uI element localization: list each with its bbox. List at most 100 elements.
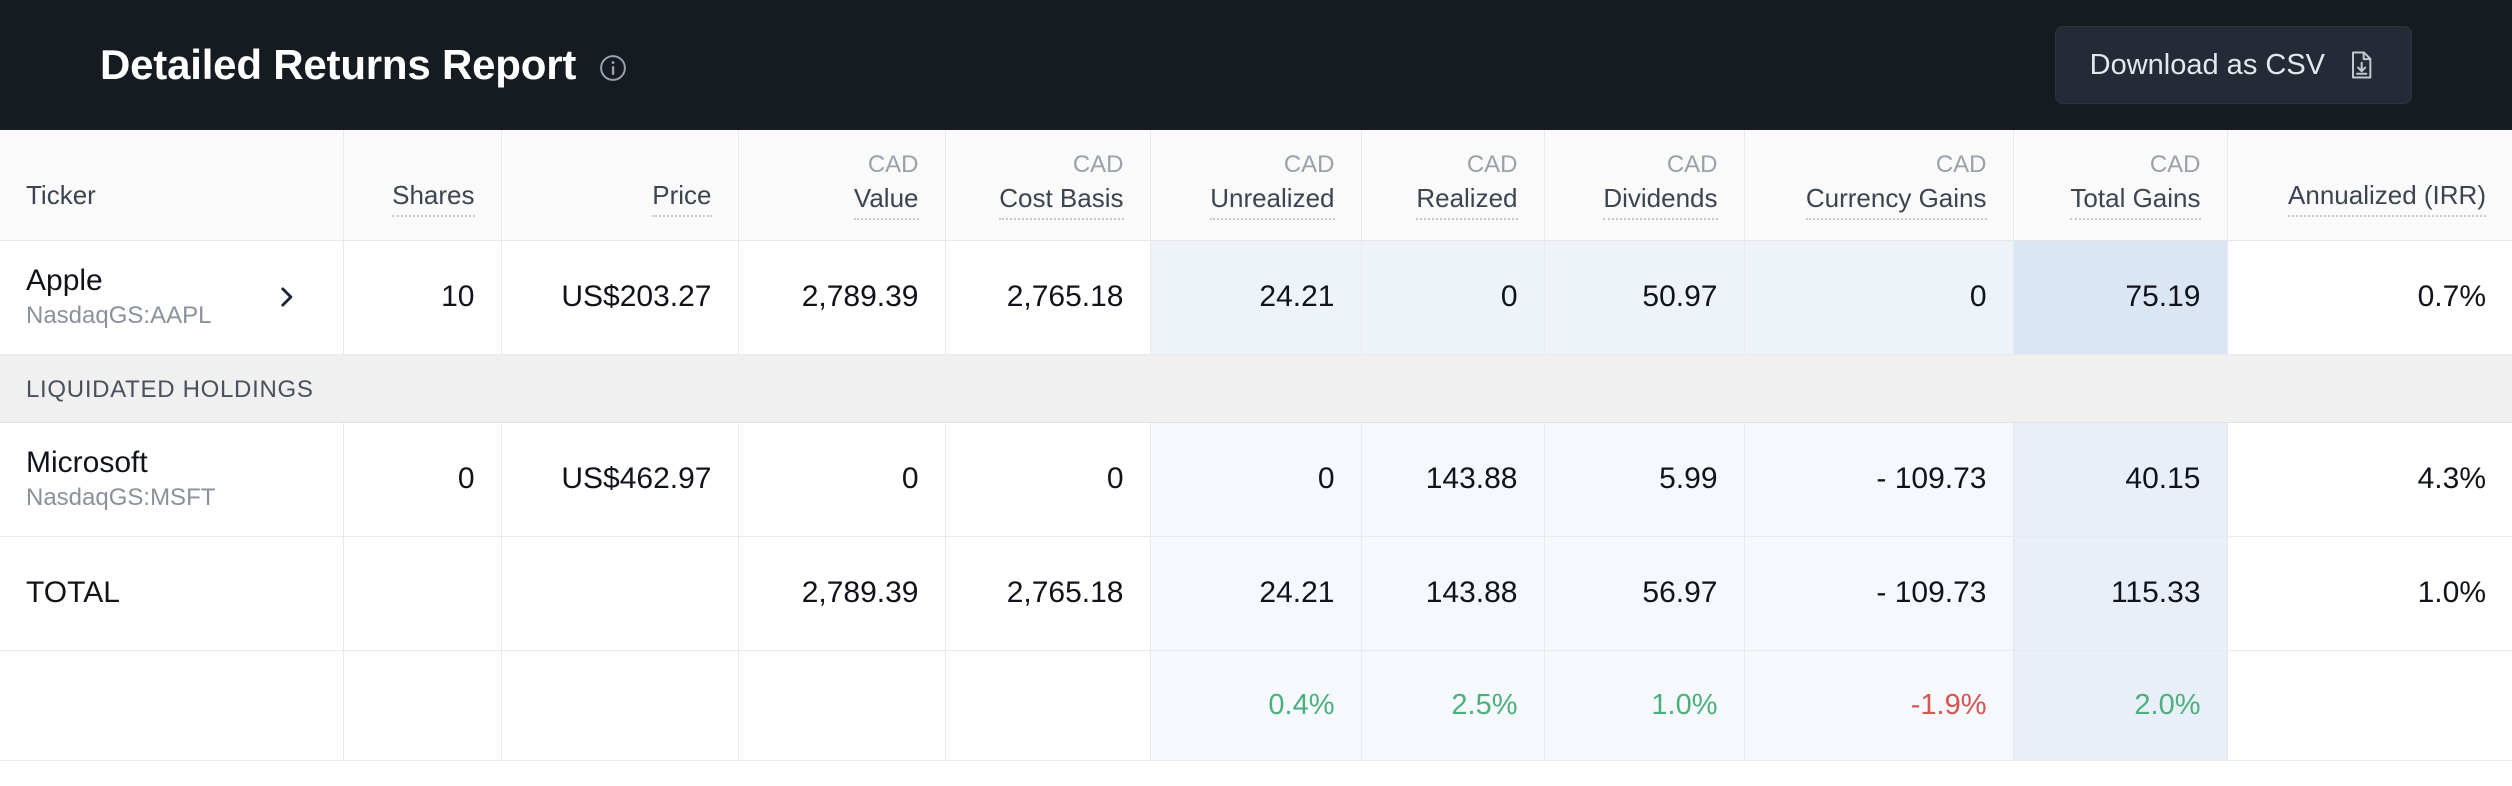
page-title: Detailed Returns Report — [100, 41, 577, 88]
col-label-value: Value — [853, 183, 919, 220]
cell-shares: 0 — [343, 422, 502, 537]
cell-pct-cost-basis — [945, 650, 1151, 761]
col-label-cost-basis: Cost Basis — [999, 183, 1124, 220]
col-label-price: Price — [652, 180, 712, 217]
section-label: LIQUIDATED HOLDINGS — [26, 376, 314, 403]
col-currency-currency-gains: CAD — [1935, 150, 1987, 178]
col-currency-unrealized: CAD — [1283, 150, 1335, 178]
header-row: Ticker Shares Price CAD Value CAD Cost B… — [0, 130, 2512, 241]
col-header-dividends[interactable]: CAD Dividends — [1544, 130, 1745, 241]
col-header-unrealized[interactable]: CAD Unrealized — [1150, 130, 1362, 241]
section-divider-row: LIQUIDATED HOLDINGS — [0, 354, 2512, 423]
table-row[interactable]: Microsoft NasdaqGS:MSFT 0 US$462.97 0 0 … — [0, 422, 2512, 537]
cell-total-annualized: 1.0% — [2227, 536, 2512, 651]
table-row[interactable]: Apple NasdaqGS:AAPL 10 US$203.27 2,789.3… — [0, 240, 2512, 355]
total-label: TOTAL — [26, 576, 120, 609]
cell-unrealized: 24.21 — [1150, 240, 1362, 355]
cell-total-price — [501, 536, 739, 651]
total-row: TOTAL 2,789.39 2,765.18 24.21 143.88 56.… — [0, 536, 2512, 651]
cell-total-value: 2,789.39 — [738, 536, 946, 651]
cell-dividends: 50.97 — [1544, 240, 1745, 355]
cell-pct-value — [738, 650, 946, 761]
cell-pct-unrealized: 0.4% — [1150, 650, 1362, 761]
cell-annualized: 4.3% — [2227, 422, 2512, 537]
cell-pct-realized: 2.5% — [1361, 650, 1545, 761]
col-header-ticker[interactable]: Ticker — [0, 130, 344, 241]
cell-realized: 143.88 — [1361, 422, 1545, 537]
cell-ticker[interactable]: Microsoft NasdaqGS:MSFT — [0, 422, 344, 537]
cell-pct-currency-gains: -1.9% — [1744, 650, 2014, 761]
chevron-right-icon[interactable] — [273, 284, 299, 310]
holding-symbol: NasdaqGS:MSFT — [26, 484, 216, 512]
currency-spacer — [2254, 153, 2487, 180]
col-header-realized[interactable]: CAD Realized — [1361, 130, 1545, 241]
cell-pct-dividends: 1.0% — [1544, 650, 1745, 761]
cell-annualized: 0.7% — [2227, 240, 2512, 355]
col-header-shares[interactable]: Shares — [343, 130, 502, 241]
col-label-shares: Shares — [392, 180, 475, 217]
col-header-price[interactable]: Price — [501, 130, 739, 241]
cell-pct-total-gains: 2.0% — [2013, 650, 2228, 761]
file-download-icon — [2345, 49, 2377, 81]
cell-total-currency-gains: - 109.73 — [1744, 536, 2014, 651]
currency-spacer — [26, 153, 317, 180]
cell-ticker[interactable]: Apple NasdaqGS:AAPL — [0, 240, 344, 355]
col-header-value[interactable]: CAD Value — [738, 130, 946, 241]
cell-currency-gains: 0 — [1744, 240, 2014, 355]
cell-shares: 10 — [343, 240, 502, 355]
col-label-annualized: Annualized (IRR) — [2288, 180, 2486, 217]
cell-total-gains: 40.15 — [2013, 422, 2228, 537]
col-currency-total-gains: CAD — [2149, 150, 2201, 178]
currency-spacer — [528, 153, 712, 180]
col-label-unrealized: Unrealized — [1210, 183, 1335, 220]
holding-symbol: NasdaqGS:AAPL — [26, 302, 212, 330]
cell-total-dividends: 56.97 — [1544, 536, 1745, 651]
col-currency-dividends: CAD — [1666, 150, 1718, 178]
col-currency-value: CAD — [867, 150, 919, 178]
col-header-annualized[interactable]: Annualized (IRR) — [2227, 130, 2512, 241]
cell-currency-gains: - 109.73 — [1744, 422, 2014, 537]
col-label-currency-gains: Currency Gains — [1805, 183, 1987, 220]
cell-dividends: 5.99 — [1544, 422, 1745, 537]
col-header-total-gains[interactable]: CAD Total Gains — [2013, 130, 2228, 241]
returns-table: Ticker Shares Price CAD Value CAD Cost B… — [0, 130, 2512, 761]
col-label-total-gains: Total Gains — [2070, 183, 2201, 220]
col-header-cost-basis[interactable]: CAD Cost Basis — [945, 130, 1151, 241]
currency-spacer — [370, 153, 475, 180]
cell-value: 2,789.39 — [738, 240, 946, 355]
cell-pct-annualized — [2227, 650, 2512, 761]
holding-name: Apple — [26, 264, 103, 298]
cell-total-cost-basis: 2,765.18 — [945, 536, 1151, 651]
info-icon[interactable] — [598, 53, 628, 83]
table-header: Ticker Shares Price CAD Value CAD Cost B… — [0, 130, 2512, 241]
col-label-realized: Realized — [1416, 183, 1518, 220]
col-label-dividends: Dividends — [1603, 183, 1718, 220]
section-cell: LIQUIDATED HOLDINGS — [0, 354, 2512, 423]
cell-value: 0 — [738, 422, 946, 537]
col-header-currency-gains[interactable]: CAD Currency Gains — [1744, 130, 2014, 241]
title-group: Detailed Returns Report — [100, 44, 628, 86]
holding-name: Microsoft — [26, 446, 148, 480]
cell-pct-label — [0, 650, 344, 761]
cell-pct-shares — [343, 650, 502, 761]
cell-unrealized: 0 — [1150, 422, 1362, 537]
cell-total-shares — [343, 536, 502, 651]
cell-total-unrealized: 24.21 — [1150, 536, 1362, 651]
col-currency-cost-basis: CAD — [1072, 150, 1124, 178]
download-csv-button[interactable]: Download as CSV — [2054, 26, 2412, 104]
cell-pct-price — [501, 650, 739, 761]
cell-price: US$462.97 — [501, 422, 739, 537]
table-body: Apple NasdaqGS:AAPL 10 US$203.27 2,789.3… — [0, 240, 2512, 761]
col-label-ticker: Ticker — [26, 179, 96, 210]
col-currency-realized: CAD — [1466, 150, 1518, 178]
cell-cost-basis: 2,765.18 — [945, 240, 1151, 355]
page-header: Detailed Returns Report Download as CSV — [0, 0, 2512, 130]
cell-realized: 0 — [1361, 240, 1545, 355]
download-csv-label: Download as CSV — [2089, 48, 2325, 81]
cell-total-realized: 143.88 — [1361, 536, 1545, 651]
cell-cost-basis: 0 — [945, 422, 1151, 537]
cell-total-label: TOTAL — [0, 536, 344, 651]
cell-total-total-gains: 115.33 — [2013, 536, 2228, 651]
cell-price: US$203.27 — [501, 240, 739, 355]
